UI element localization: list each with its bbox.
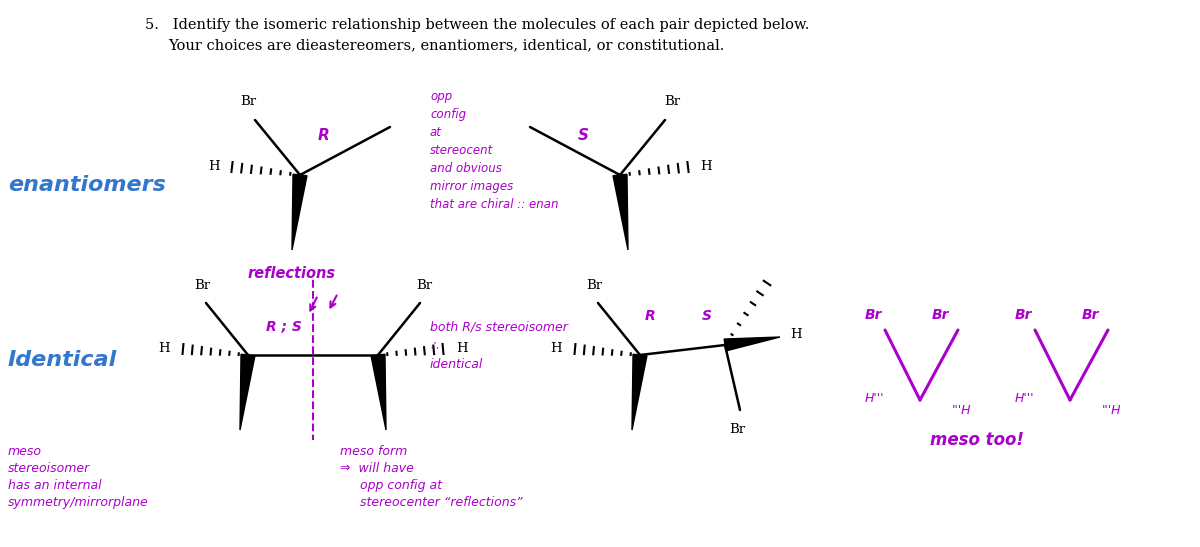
Text: meso
stereoisomer
has an internal
symmetry/mirrorplane: meso stereoisomer has an internal symmet… xyxy=(8,445,149,509)
Text: H: H xyxy=(700,160,712,173)
Polygon shape xyxy=(613,174,628,250)
Text: R: R xyxy=(318,127,330,143)
Text: H: H xyxy=(551,342,562,356)
Text: S: S xyxy=(702,309,712,323)
Text: Br: Br xyxy=(865,308,882,322)
Text: '''H: '''H xyxy=(1102,404,1122,416)
Text: H: H xyxy=(209,160,220,173)
Polygon shape xyxy=(632,354,647,430)
Text: 5.   Identify the isomeric relationship between the molecules of each pair depic: 5. Identify the isomeric relationship be… xyxy=(145,18,809,32)
Text: H''': H''' xyxy=(1015,392,1034,404)
Text: Br: Br xyxy=(194,279,210,292)
Text: Br: Br xyxy=(664,95,680,108)
Text: both R/s stereoisomer
∴
identical: both R/s stereoisomer ∴ identical xyxy=(430,320,568,371)
Text: opp
config
at
stereocent
and obvious
mirror images
that are chiral :: enan: opp config at stereocent and obvious mir… xyxy=(430,90,558,211)
Text: Br: Br xyxy=(932,308,949,322)
Text: Br: Br xyxy=(1015,308,1032,322)
Polygon shape xyxy=(724,337,780,351)
Text: H: H xyxy=(158,342,170,356)
Text: Identical: Identical xyxy=(8,350,118,370)
Text: Br: Br xyxy=(728,423,745,436)
Text: R: R xyxy=(646,309,655,323)
Text: Br: Br xyxy=(586,279,602,292)
Text: Br: Br xyxy=(1082,308,1099,322)
Polygon shape xyxy=(240,354,254,430)
Text: H: H xyxy=(790,329,802,341)
Text: Br: Br xyxy=(240,95,256,108)
Text: H''': H''' xyxy=(865,392,884,404)
Text: S: S xyxy=(578,127,589,143)
Text: Your choices are dieastereomers, enantiomers, identical, or constitutional.: Your choices are dieastereomers, enantio… xyxy=(168,38,725,52)
Text: '''H: '''H xyxy=(952,404,972,416)
Text: H: H xyxy=(456,342,468,356)
Text: Br: Br xyxy=(416,279,432,292)
Text: enantiomers: enantiomers xyxy=(8,175,166,195)
Polygon shape xyxy=(292,174,307,250)
Text: meso too!: meso too! xyxy=(930,431,1024,449)
Text: reflections: reflections xyxy=(248,266,336,281)
Text: R ; S: R ; S xyxy=(266,319,302,333)
Text: meso form
⇒  will have
     opp config at
     stereocenter “reflections”: meso form ⇒ will have opp config at ster… xyxy=(340,445,523,509)
Polygon shape xyxy=(371,354,386,430)
